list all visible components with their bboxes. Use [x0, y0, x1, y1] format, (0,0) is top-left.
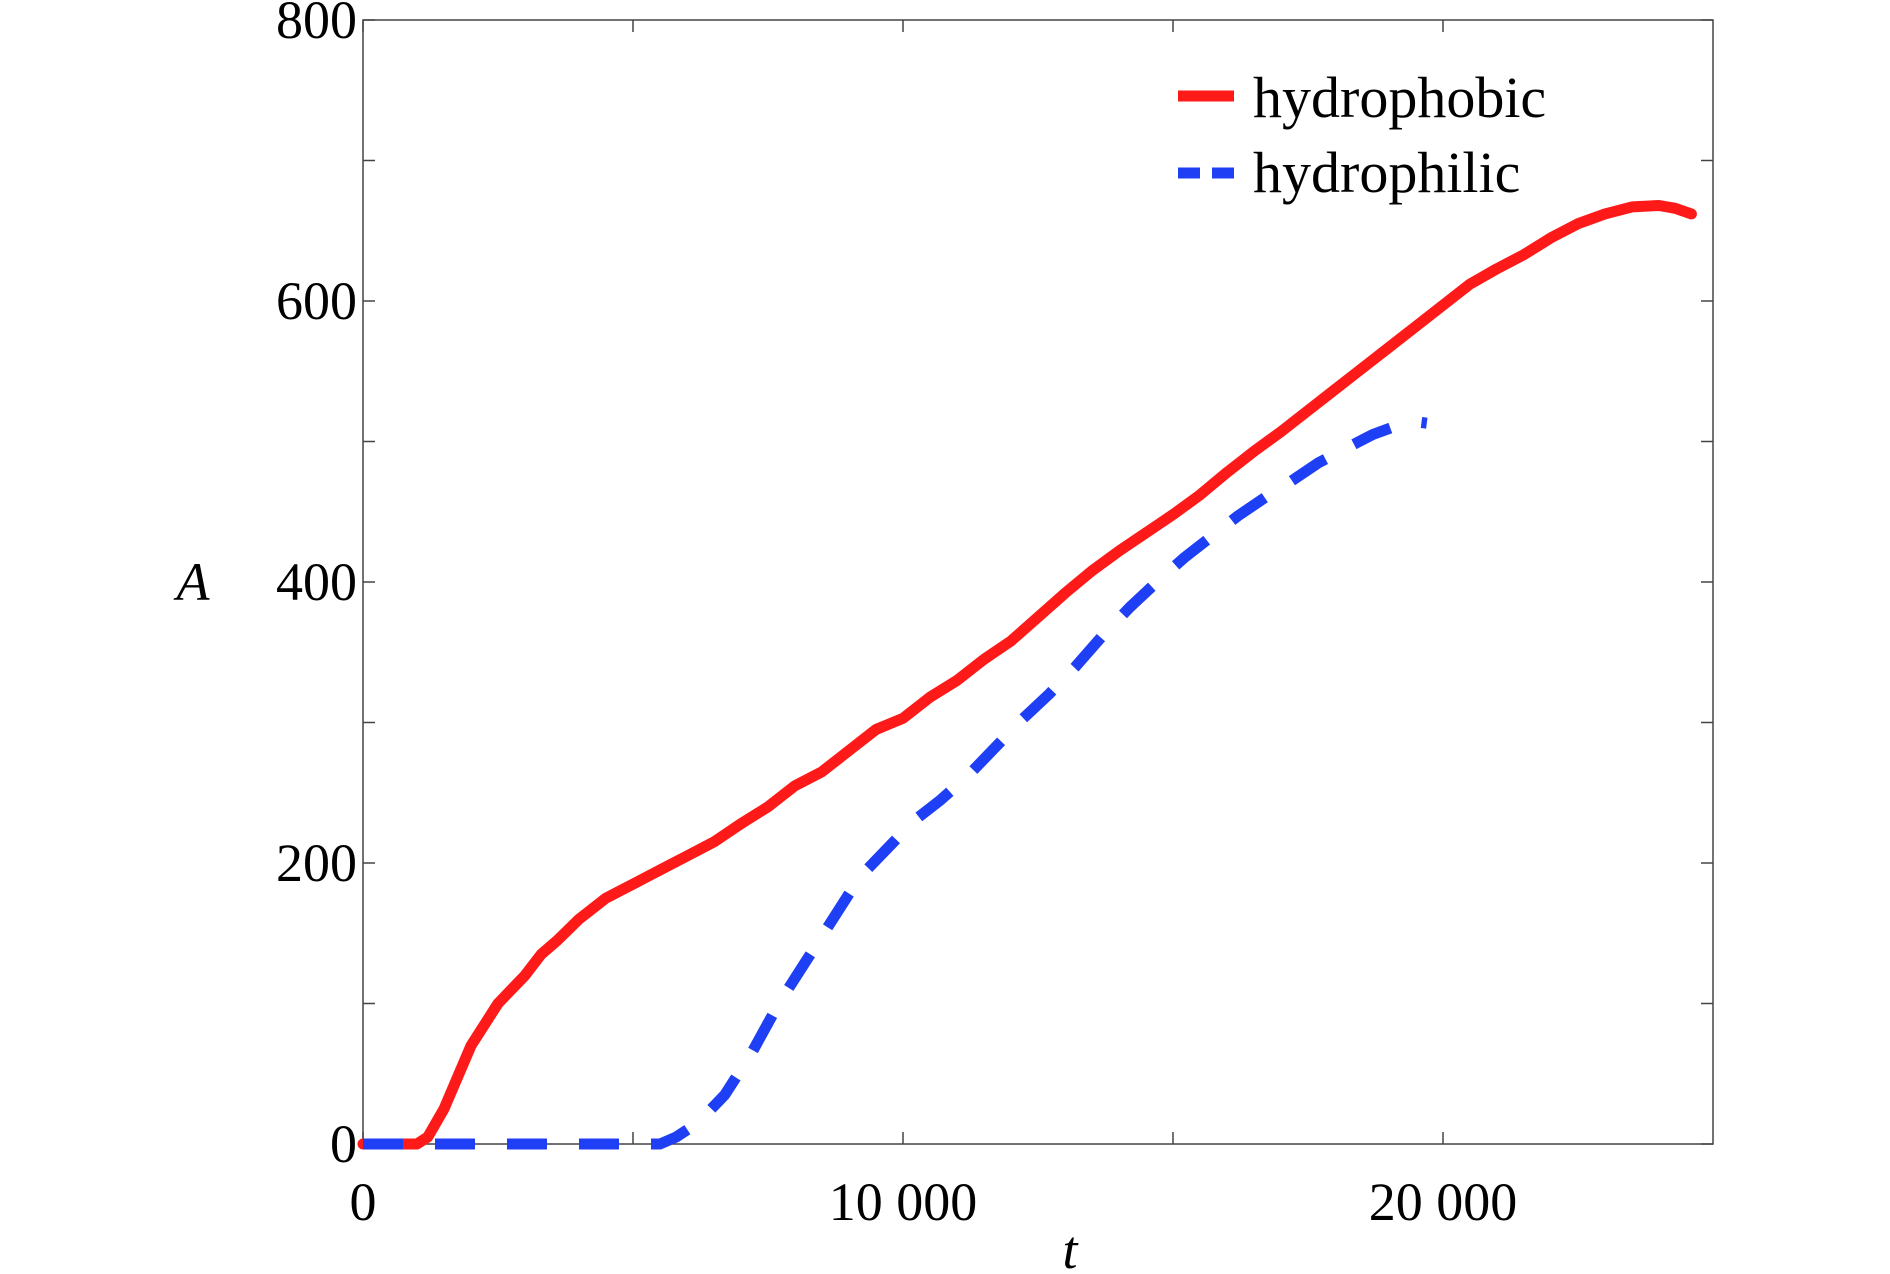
- series-line-hydrophilic: [363, 416, 1428, 1150]
- y-tick-label: 800: [276, 0, 357, 50]
- x-tick-label: 10 000: [829, 1172, 978, 1232]
- y-tick-label: 200: [276, 833, 357, 893]
- legend-label-hydrophilic: hydrophilic: [1253, 140, 1520, 205]
- y-axis-title: A: [174, 552, 211, 612]
- series-layer: [357, 200, 1697, 1150]
- legend-label-hydrophobic: hydrophobic: [1253, 65, 1546, 130]
- x-tick-label: 0: [350, 1172, 377, 1232]
- y-tick-label: 0: [330, 1114, 357, 1174]
- x-tick-label: 20 000: [1369, 1172, 1518, 1232]
- axis-ticks: [362, 19, 1713, 1145]
- tick-labels: 0 10 000 20 000 0 200 400 600 800: [276, 0, 1517, 1232]
- y-tick-label: 600: [276, 271, 357, 331]
- legend: hydrophobic hydrophilic: [1178, 65, 1546, 205]
- y-tick-label: 400: [276, 552, 357, 612]
- x-axis-title: t: [1062, 1220, 1079, 1274]
- series-line-hydrophobic: [357, 200, 1697, 1150]
